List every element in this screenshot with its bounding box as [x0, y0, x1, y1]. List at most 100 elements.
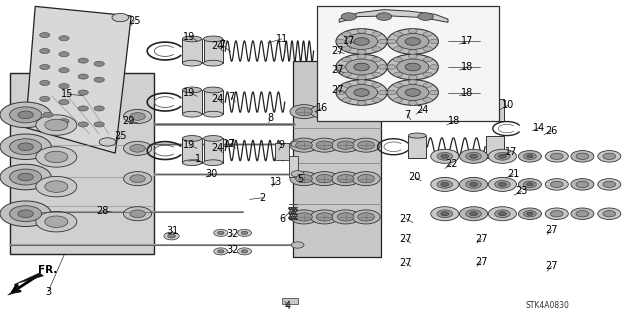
Circle shape [372, 98, 381, 102]
Circle shape [429, 90, 438, 95]
Circle shape [45, 151, 68, 163]
Circle shape [378, 39, 387, 44]
Circle shape [130, 113, 145, 120]
Circle shape [346, 59, 378, 75]
Circle shape [18, 111, 33, 119]
Circle shape [495, 210, 510, 218]
Ellipse shape [204, 87, 223, 93]
Circle shape [290, 105, 318, 119]
Circle shape [488, 207, 516, 221]
Circle shape [431, 207, 459, 221]
Ellipse shape [182, 60, 202, 66]
Circle shape [571, 208, 594, 219]
Ellipse shape [408, 96, 426, 101]
Bar [408, 99, 426, 121]
Circle shape [290, 210, 318, 224]
Text: 17: 17 [461, 36, 474, 47]
Circle shape [603, 153, 616, 160]
Text: 8: 8 [267, 113, 273, 123]
Circle shape [431, 177, 459, 191]
Text: 2: 2 [259, 193, 266, 203]
Circle shape [10, 169, 42, 185]
Circle shape [342, 57, 351, 62]
Polygon shape [8, 273, 44, 295]
Text: 24: 24 [211, 143, 224, 153]
Circle shape [336, 39, 345, 44]
Text: 22: 22 [445, 159, 458, 169]
Circle shape [357, 29, 366, 33]
Ellipse shape [204, 136, 223, 141]
Text: 27: 27 [475, 234, 488, 244]
Circle shape [394, 72, 403, 77]
Text: 21: 21 [507, 169, 520, 180]
Text: 27: 27 [399, 213, 412, 224]
Circle shape [218, 231, 224, 234]
Circle shape [337, 213, 354, 221]
Circle shape [603, 181, 616, 188]
Circle shape [59, 84, 69, 89]
Circle shape [408, 50, 417, 54]
Circle shape [527, 212, 533, 215]
Circle shape [218, 250, 224, 253]
Circle shape [164, 232, 179, 240]
Circle shape [342, 72, 351, 77]
Text: 27: 27 [331, 85, 344, 95]
Circle shape [550, 211, 563, 217]
Bar [486, 136, 504, 158]
Circle shape [59, 36, 69, 41]
Circle shape [290, 138, 318, 152]
Text: 27: 27 [399, 234, 412, 244]
Circle shape [336, 54, 387, 80]
Bar [182, 138, 202, 163]
Circle shape [387, 39, 396, 44]
Bar [204, 39, 223, 63]
Circle shape [358, 108, 374, 116]
Circle shape [488, 177, 516, 191]
Circle shape [291, 171, 304, 177]
Circle shape [354, 89, 369, 96]
Circle shape [358, 174, 374, 183]
Circle shape [405, 63, 420, 71]
Circle shape [387, 80, 438, 105]
Circle shape [545, 151, 568, 162]
Circle shape [598, 151, 621, 162]
Circle shape [316, 213, 333, 221]
Circle shape [423, 72, 432, 77]
Bar [10, 73, 154, 254]
Text: 7: 7 [404, 110, 410, 120]
Circle shape [603, 211, 616, 217]
Text: 20: 20 [408, 172, 421, 182]
Circle shape [124, 172, 152, 186]
Circle shape [291, 242, 304, 248]
Circle shape [130, 145, 145, 152]
Text: 16: 16 [316, 103, 328, 114]
Circle shape [441, 212, 449, 216]
Circle shape [332, 172, 360, 186]
Circle shape [550, 153, 563, 160]
Circle shape [357, 80, 366, 84]
Circle shape [0, 102, 51, 128]
Circle shape [342, 83, 351, 87]
Circle shape [36, 211, 77, 232]
Circle shape [499, 182, 506, 186]
Circle shape [423, 98, 432, 102]
Text: 24: 24 [416, 105, 429, 115]
Circle shape [545, 208, 568, 219]
Circle shape [18, 173, 33, 181]
Circle shape [598, 179, 621, 190]
Circle shape [387, 90, 396, 95]
Circle shape [354, 38, 369, 45]
Text: 18: 18 [461, 62, 474, 72]
Circle shape [332, 105, 360, 119]
Text: 30: 30 [205, 169, 218, 179]
Circle shape [310, 105, 339, 119]
Circle shape [397, 33, 429, 49]
Text: 3: 3 [45, 287, 51, 297]
Text: 28: 28 [96, 205, 109, 216]
Circle shape [524, 181, 536, 188]
Circle shape [337, 174, 354, 183]
Circle shape [405, 38, 420, 45]
Circle shape [358, 141, 374, 149]
Text: 23: 23 [515, 186, 528, 197]
Circle shape [518, 179, 541, 190]
